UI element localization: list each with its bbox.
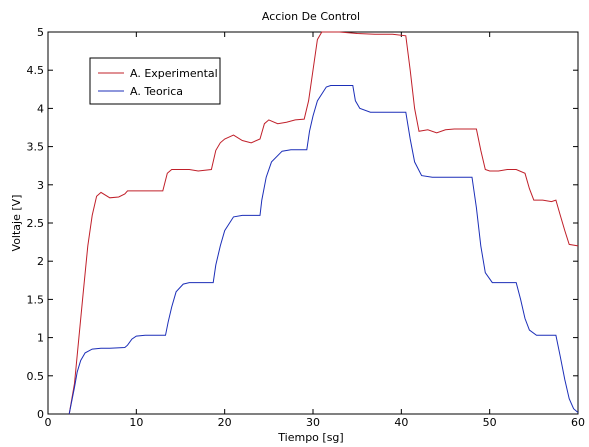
y-tick-label: 3.5 [27, 141, 45, 154]
y-tick-label: 4 [37, 102, 44, 115]
legend-box [89, 57, 221, 105]
y-tick-label: 1.5 [27, 293, 45, 306]
x-axis-label: Tiempo [sg] [277, 431, 343, 444]
y-axis-label: Voltaje [V] [10, 195, 23, 252]
legend-label: A. Experimental [130, 67, 218, 80]
x-tick-label: 10 [129, 416, 143, 429]
x-tick-label: 60 [571, 416, 585, 429]
series-line [68, 85, 579, 415]
y-tick-label: 2.5 [27, 217, 45, 230]
y-tick-label: 0 [37, 408, 44, 421]
chart-title: Accion De Control [262, 10, 360, 23]
x-tick-label: 0 [45, 416, 52, 429]
y-tick-label: 3 [37, 179, 44, 192]
x-tick-label: 50 [483, 416, 497, 429]
legend-label: A. Teorica [130, 85, 183, 98]
x-tick-label: 30 [306, 416, 320, 429]
y-tick-label: 5 [37, 26, 44, 39]
series-line [68, 31, 579, 415]
legend: A. Experimental A. Teorica [89, 57, 221, 105]
y-tick-label: 2 [37, 255, 44, 268]
y-tick-label: 4.5 [27, 64, 45, 77]
y-tick-label: 1 [37, 332, 44, 345]
y-tick-label: 0.5 [27, 370, 45, 383]
x-tick-label: 20 [218, 416, 232, 429]
x-tick-label: 40 [394, 416, 408, 429]
